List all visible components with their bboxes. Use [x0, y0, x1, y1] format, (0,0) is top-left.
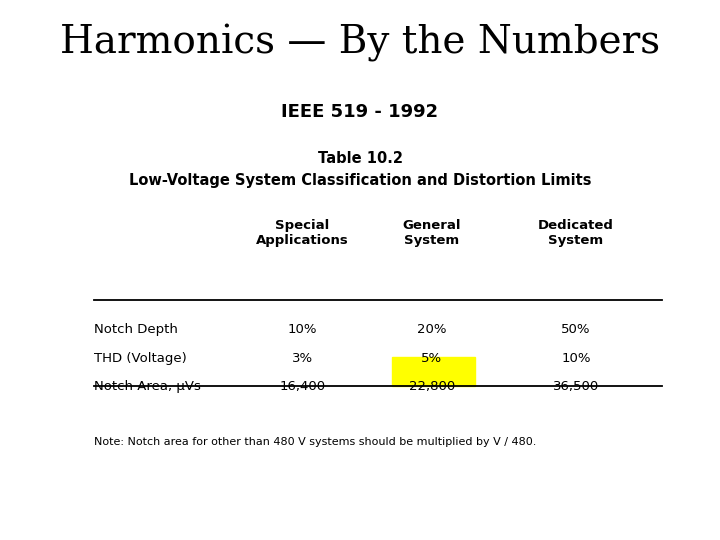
Text: Notch Area, μVs: Notch Area, μVs — [94, 380, 200, 393]
Text: 5%: 5% — [421, 352, 443, 365]
Text: General
System: General System — [402, 219, 462, 247]
Text: 50%: 50% — [562, 323, 590, 336]
Text: 10%: 10% — [562, 352, 590, 365]
Text: 20%: 20% — [418, 323, 446, 336]
FancyBboxPatch shape — [392, 357, 475, 386]
Text: Note: Notch area for other than 480 V systems should be multiplied by V / 480.: Note: Notch area for other than 480 V sy… — [94, 437, 536, 448]
Text: Harmonics — By the Numbers: Harmonics — By the Numbers — [60, 24, 660, 62]
Text: Dedicated
System: Dedicated System — [538, 219, 614, 247]
Text: Table 10.2: Table 10.2 — [318, 151, 402, 166]
Text: IEEE 519 - 1992: IEEE 519 - 1992 — [282, 103, 438, 120]
Text: Low-Voltage System Classification and Distortion Limits: Low-Voltage System Classification and Di… — [129, 173, 591, 188]
Text: Special
Applications: Special Applications — [256, 219, 348, 247]
Text: Notch Depth: Notch Depth — [94, 323, 177, 336]
Text: 3%: 3% — [292, 352, 313, 365]
Text: 16,400: 16,400 — [279, 380, 325, 393]
Text: 10%: 10% — [288, 323, 317, 336]
Text: 36,500: 36,500 — [553, 380, 599, 393]
Text: THD (Voltage): THD (Voltage) — [94, 352, 186, 365]
Text: 22,800: 22,800 — [409, 380, 455, 393]
